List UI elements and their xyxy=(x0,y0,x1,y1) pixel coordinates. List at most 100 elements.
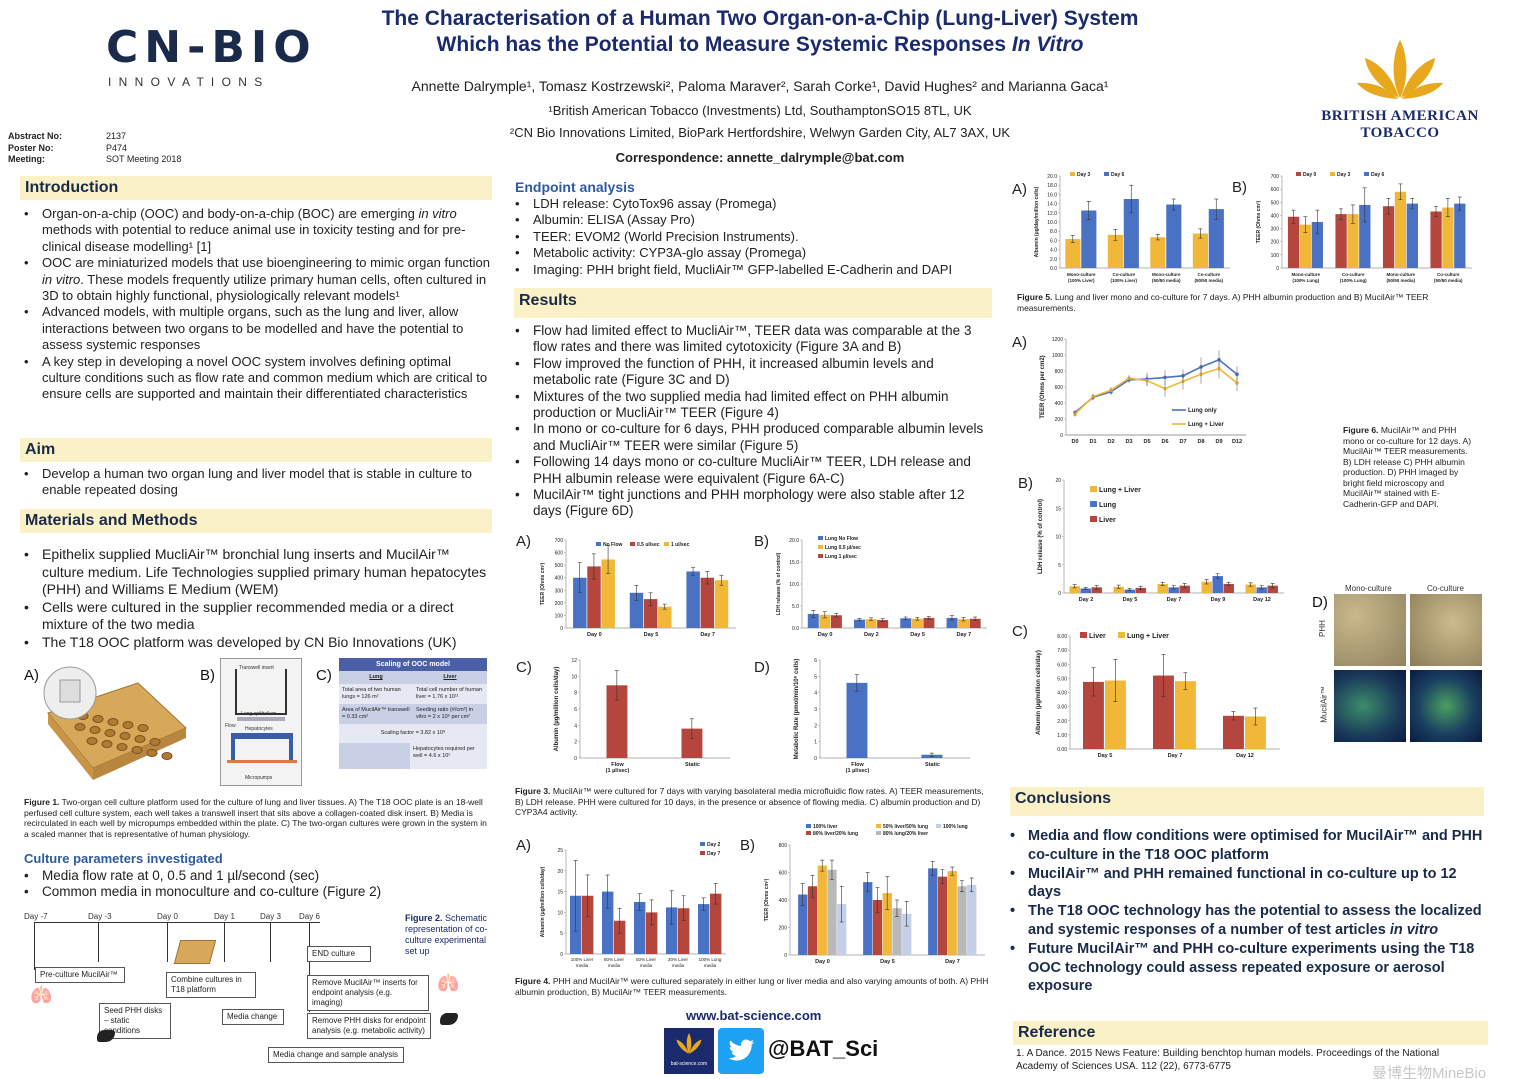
qr-code[interactable]: bat-science.com xyxy=(664,1028,714,1074)
bar xyxy=(1124,589,1135,593)
bar xyxy=(1105,680,1126,749)
y-tick-label: 2 xyxy=(814,723,817,729)
cn-bio-logo-sub: I N N O V A T I O N S xyxy=(108,75,265,89)
y-tick-label: 15 xyxy=(557,890,563,896)
authors: Annette Dalrymple¹, Tomasz Kostrzewski²,… xyxy=(411,78,1109,94)
list-item: Media and flow conditions were optimised… xyxy=(1008,827,1483,865)
y-tick-label: 0 xyxy=(784,953,787,959)
x-tick-label: Day 12 xyxy=(1236,753,1254,759)
bar xyxy=(1113,586,1124,593)
fig1-label-b: B) xyxy=(200,667,215,684)
legend-swatch xyxy=(1118,632,1125,638)
y-axis-label: Albumin (µg/million cells/day) xyxy=(554,667,560,752)
x-tick-label: Day 12 xyxy=(1253,597,1271,603)
bar xyxy=(1069,586,1080,593)
legend-label: Lung 0.5 µl/sec xyxy=(825,545,861,551)
cn-bio-logo-word: CN-BIO xyxy=(106,22,317,73)
legend-swatch xyxy=(818,545,823,549)
bar xyxy=(928,868,938,955)
chart-label: C) xyxy=(516,659,532,676)
y-tick-label: 10 xyxy=(571,674,577,680)
bar xyxy=(1442,207,1454,268)
table-cell: Total cell number of human liver = 1.76 … xyxy=(416,687,483,700)
list-item: MucilAir™ tight junctions and PHH morpho… xyxy=(513,487,993,520)
x-tick-label: Mono-culture xyxy=(1152,272,1181,277)
timeline-tick xyxy=(224,922,225,962)
x-tick-label: D6 xyxy=(1161,439,1168,445)
bar xyxy=(1382,206,1395,268)
website-link[interactable]: www.bat-science.com xyxy=(686,1008,822,1023)
table-cell: Area of MucilAir™ transwell = 0.33 cm² xyxy=(342,707,410,720)
methods-list: Epithelix supplied MucliAir™ bronchial l… xyxy=(22,546,492,651)
fig6-caption: Figure 6. MucilAir™ and PHH mono or co-c… xyxy=(1343,425,1472,509)
y-tick-label: 4 xyxy=(814,691,817,697)
bar xyxy=(1311,222,1323,268)
legend-label: Day 2 xyxy=(707,842,721,848)
bar xyxy=(937,876,948,955)
fig6d-row-phh: PHH xyxy=(1317,620,1327,637)
x-tick-label: media xyxy=(608,963,621,968)
y-tick-label: 400 xyxy=(1055,401,1064,407)
list-item: Cells were cultured in the supplier reco… xyxy=(22,599,492,634)
twitter-handle[interactable]: @BAT_Sci xyxy=(768,1036,879,1061)
y-tick-label: 5 xyxy=(560,931,563,937)
legend-swatch xyxy=(806,824,811,828)
timeline-tick xyxy=(270,922,271,962)
fig3-caption: Figure 3. MucilAir™ were cultured for 7 … xyxy=(515,786,984,817)
legend-swatch xyxy=(876,824,881,828)
fig1-label-c: C) xyxy=(316,667,332,684)
x-tick-label: (1 µl/sec) xyxy=(846,768,870,774)
legend-swatch xyxy=(700,851,705,855)
bar xyxy=(1430,211,1442,268)
y-tick-label: 0 xyxy=(560,952,563,958)
y-tick-label: 18.0 xyxy=(1047,183,1057,189)
twitter-icon[interactable] xyxy=(718,1028,764,1074)
y-tick-label: 700 xyxy=(555,538,564,544)
bar xyxy=(1175,681,1196,749)
micropump-diagram: Transwell insert Lung epithelium Flow He… xyxy=(220,658,302,786)
chart-label: C) xyxy=(1012,623,1028,640)
x-tick-label: D1 xyxy=(1089,439,1096,445)
y-axis-label: TEER (Ohms per cm2) xyxy=(1040,355,1046,418)
legend-swatch xyxy=(1080,632,1087,638)
legend-label: 50% liver/50% lung xyxy=(883,824,928,830)
legend-swatch xyxy=(806,831,811,835)
legend-swatch xyxy=(1330,172,1335,176)
chart-fig6B: B) 0 5 10 15 20 LDH release (% of control) Day … xyxy=(1018,475,1284,603)
chart-label: A) xyxy=(1012,334,1027,351)
chart-label: A) xyxy=(1012,181,1027,198)
bar xyxy=(1347,214,1359,268)
bar xyxy=(646,912,658,954)
legend-swatch xyxy=(1364,172,1369,176)
y-tick-label: 0 xyxy=(1058,591,1061,597)
phh-mono-image xyxy=(1334,594,1406,666)
y-tick-label: 0 xyxy=(1060,433,1063,439)
y-tick-label: 600 xyxy=(555,551,564,557)
bar xyxy=(678,908,690,954)
bar xyxy=(1223,715,1244,749)
list-item: Epithelix supplied MucliAir™ bronchial l… xyxy=(22,546,492,599)
bar xyxy=(807,886,818,955)
table-head-lung: Lung xyxy=(369,674,383,680)
tl-remove-mucilair: Remove MucilAir™ inserts for endpoint an… xyxy=(307,975,429,1011)
chart-fig5A: A) 0.0 2.0 4.0 6.0 8.0 10.0 12.0 14.0 16.0 18.0 20.… xyxy=(1012,172,1230,283)
cn-bio-logo: CN-BIO I N N O V A T I O N S xyxy=(106,22,326,92)
bar xyxy=(957,886,967,955)
bar xyxy=(969,618,981,628)
bar xyxy=(1192,233,1208,268)
mucilair-co-image xyxy=(1410,670,1482,742)
y-tick-label: 16.0 xyxy=(1047,192,1057,198)
table-cell: Total area of two human lungs = 126 m² xyxy=(342,687,401,700)
chart-label: B) xyxy=(740,837,755,854)
bar xyxy=(882,893,892,955)
legend-label: Lung + Liver xyxy=(1099,487,1141,494)
bar xyxy=(1081,210,1097,268)
bar xyxy=(902,913,912,955)
y-tick-label: 100 xyxy=(555,613,564,619)
x-tick-label: Day 0 xyxy=(815,959,830,965)
correspondence[interactable]: Correspondence: annette_dalrymple@bat.co… xyxy=(615,150,905,165)
list-item: Flow improved the function of PHH, it in… xyxy=(513,356,993,389)
list-item: Advanced models, with multiple organs, s… xyxy=(22,304,492,353)
plate-well xyxy=(161,752,173,760)
plate-well xyxy=(131,746,143,754)
